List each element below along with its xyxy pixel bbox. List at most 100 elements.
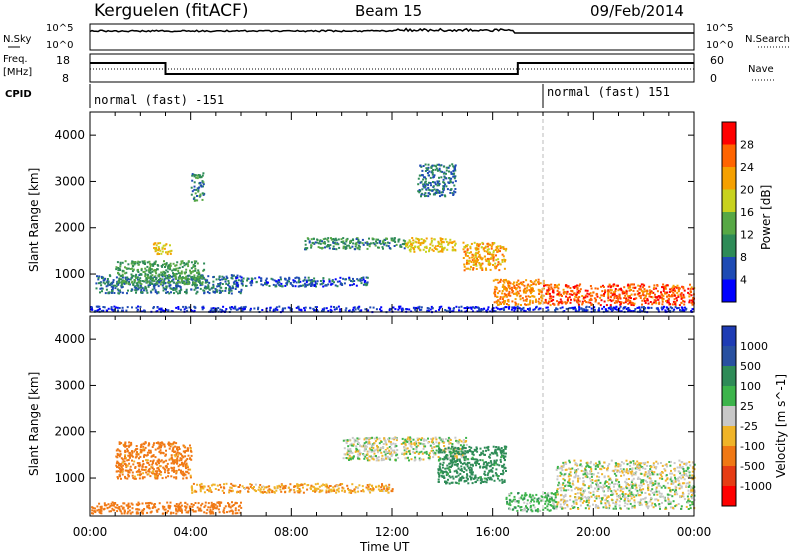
velocity-echo-cell: [108, 510, 111, 513]
velocity-echo-cell: [404, 448, 407, 451]
power-echo-cell: [313, 277, 316, 280]
velocity-echo-cell: [238, 486, 241, 488]
power-colorbar-swatch: [722, 167, 736, 190]
velocity-echo-cell: [410, 442, 413, 445]
power-echo-cell: [127, 267, 130, 270]
velocity-scatter: [91, 436, 696, 515]
power-echo-cell: [551, 287, 554, 290]
power-echo-cell: [561, 301, 564, 304]
power-echo-cell: [175, 264, 178, 267]
velocity-echo-cell: [284, 491, 287, 494]
power-echo-cell: [481, 257, 484, 260]
power-echo-cell: [503, 267, 506, 270]
power-echo-cell: [365, 276, 368, 279]
power-echo-cell: [428, 188, 431, 191]
power-echo-cell: [516, 294, 519, 297]
power-echo-cell: [429, 193, 431, 196]
power-echo-cell: [185, 268, 188, 271]
velocity-echo-cell: [390, 455, 393, 458]
velocity-echo-cell: [118, 508, 121, 511]
power-echo-cell: [487, 252, 489, 255]
velocity-echo-cell: [375, 459, 378, 462]
power-echo-cell: [137, 263, 140, 266]
power-echo-cell: [118, 267, 121, 270]
power-echo-cell: [428, 181, 430, 184]
power-echo-cell: [201, 308, 204, 311]
power-echo-cell: [463, 307, 466, 310]
power-echo-cell: [434, 248, 437, 250]
power-echo-cell: [510, 308, 513, 311]
velocity-echo-cell: [122, 464, 125, 467]
power-echo-cell: [119, 263, 122, 266]
velocity-echo-cell: [460, 450, 463, 453]
power-echo-cell: [525, 290, 528, 293]
power-echo-cell: [178, 292, 181, 295]
power-echo-cell: [409, 243, 412, 246]
velocity-echo-cell: [349, 489, 352, 492]
power-echo-cell: [494, 249, 497, 251]
power-echo-cell: [116, 288, 119, 291]
power-echo-cell: [272, 283, 275, 286]
power-echo-cell: [472, 261, 475, 264]
power-echo-cell: [419, 164, 422, 167]
power-echo-cell: [276, 308, 279, 311]
power-echo-cell: [258, 276, 261, 279]
velocity-echo-cell: [380, 486, 383, 489]
power-echo-cell: [366, 241, 369, 244]
velocity-echo-cell: [164, 471, 166, 474]
power-echo-cell: [191, 179, 194, 182]
power-echo-cell: [217, 283, 220, 286]
power-echo-cell: [603, 300, 606, 303]
velocity-echo-cell: [446, 439, 449, 442]
power-colorbar-swatch: [722, 279, 736, 302]
power-echo-cell: [228, 290, 231, 293]
velocity-echo-cell: [117, 470, 120, 473]
power-echo-cell: [485, 250, 488, 253]
power-echo-cell: [328, 278, 331, 281]
power-echo-cell: [132, 274, 135, 277]
power-echo-cell: [680, 294, 682, 297]
power-echo-cell: [178, 281, 181, 284]
power-echo-cell: [480, 246, 483, 249]
velocity-echo-cell: [453, 470, 456, 473]
power-echo-cell: [494, 262, 497, 265]
power-echo-cell: [187, 265, 190, 268]
velocity-echo-cell: [331, 489, 334, 492]
velocity-echo-cell: [257, 488, 260, 491]
power-echo-cell: [477, 245, 480, 248]
power-echo-cell: [378, 240, 381, 243]
velocity-echo-cell: [262, 485, 265, 488]
velocity-echo-cell: [416, 437, 419, 440]
power-echo-cell: [142, 262, 145, 265]
power-ytick-label: 4000: [54, 128, 85, 142]
velocity-echo-cell: [152, 506, 155, 509]
power-echo-cell: [314, 280, 317, 283]
velocity-echo-cell: [229, 486, 232, 489]
velocity-echo-cell: [116, 448, 119, 451]
power-echo-cell: [401, 243, 404, 246]
power-echo-cell: [127, 281, 130, 284]
velocity-echo-cell: [173, 454, 176, 457]
velocity-echo-cell: [375, 436, 378, 439]
power-echo-cell: [431, 164, 434, 167]
power-echo-cell: [297, 280, 300, 283]
power-echo-cell: [454, 191, 457, 194]
velocity-echo-cell: [206, 508, 209, 511]
velocity-echo-cell: [170, 454, 173, 457]
power-echo-cell: [116, 280, 119, 283]
power-echo-cell: [375, 240, 377, 243]
power-echo-cell: [113, 292, 116, 294]
power-echo-cell: [156, 282, 159, 285]
power-echo-cell: [601, 307, 604, 310]
power-echo-cell: [655, 307, 658, 310]
velocity-echo-cell: [347, 457, 350, 460]
power-echo-cell: [152, 306, 155, 308]
velocity-echo-cell: [465, 443, 468, 446]
velocity-echo-cell: [225, 482, 228, 485]
power-echo-cell: [607, 292, 610, 295]
power-echo-cell: [497, 281, 500, 284]
velocity-echo-cell: [99, 512, 102, 514]
velocity-echo-cell: [164, 454, 167, 457]
power-echo-cell: [532, 288, 534, 290]
power-echo-cell: [538, 297, 541, 300]
